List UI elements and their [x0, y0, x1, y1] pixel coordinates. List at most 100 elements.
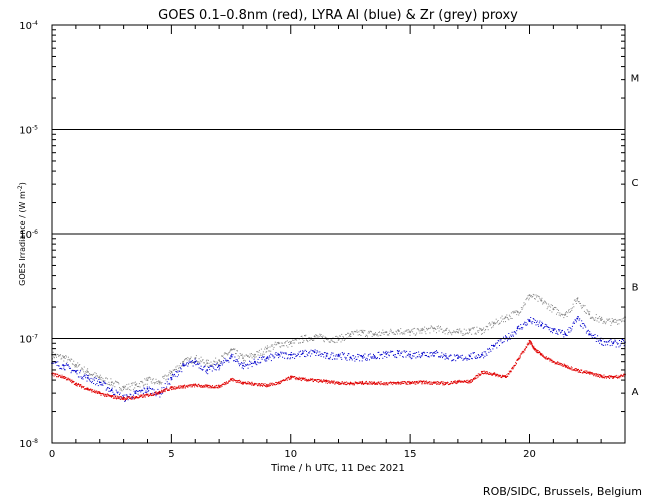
- data-dot-lyra_al: [558, 330, 560, 332]
- data-dot-goes: [193, 384, 195, 386]
- data-dot-lyra_zr: [524, 304, 526, 306]
- data-dot-lyra_al: [572, 322, 574, 324]
- data-point-goes: [600, 374, 602, 377]
- data-dot-lyra_al: [357, 353, 359, 355]
- data-dot-goes: [461, 380, 463, 382]
- data-dot-lyra_zr: [155, 378, 157, 380]
- data-dot-lyra_zr: [522, 307, 524, 309]
- data-dot-lyra_zr: [79, 364, 81, 365]
- data-dot-goes: [54, 373, 56, 375]
- data-dot-lyra_zr: [578, 301, 580, 302]
- data-dot-goes: [254, 384, 256, 386]
- data-dot-lyra_al: [432, 353, 433, 355]
- data-dot-lyra_al: [528, 320, 530, 322]
- data-dot-goes: [380, 381, 382, 383]
- data-dot-lyra_zr: [601, 318, 603, 320]
- data-dot-lyra_al: [117, 392, 118, 394]
- data-dot-lyra_al: [367, 355, 369, 357]
- data-dot-lyra_zr: [71, 363, 73, 365]
- data-point-goes: [373, 381, 376, 384]
- data-dot-lyra_al: [556, 330, 557, 332]
- data-dot-lyra_zr: [69, 359, 71, 361]
- data-dot-lyra_al: [536, 321, 538, 323]
- data-dot-lyra_al: [440, 356, 441, 358]
- data-dot-goes: [597, 376, 599, 377]
- data-dot-lyra_al: [457, 355, 459, 357]
- data-dot-goes: [593, 375, 595, 377]
- data-dot-lyra_al: [176, 371, 177, 373]
- data-dot-lyra_zr: [187, 357, 189, 359]
- data-dot-lyra_zr: [215, 357, 217, 359]
- data-dot-lyra_al: [81, 378, 83, 380]
- data-dot-goes: [331, 380, 333, 382]
- data-dot-lyra_al: [66, 364, 68, 366]
- data-dot-goes: [340, 383, 342, 385]
- data-dot-lyra_zr: [115, 381, 117, 383]
- data-dot-goes: [574, 368, 576, 370]
- data-dot-lyra_al: [310, 355, 311, 357]
- data-dot-goes: [453, 380, 455, 382]
- data-dot-goes: [376, 382, 378, 384]
- data-dot-lyra_al: [267, 356, 269, 358]
- data-dot-goes: [330, 382, 332, 383]
- data-point-goes: [457, 380, 459, 383]
- data-dot-lyra_al: [107, 387, 108, 389]
- data-dot-lyra_al: [563, 336, 565, 338]
- data-point-lyra_al: [612, 342, 614, 345]
- data-dot-goes: [257, 385, 259, 387]
- data-dot-lyra_zr: [97, 376, 99, 378]
- data-dot-goes: [483, 373, 485, 375]
- data-dot-goes: [221, 384, 223, 386]
- data-point-lyra_al: [480, 353, 483, 356]
- data-dot-goes: [428, 383, 430, 385]
- data-dot-lyra_zr: [211, 364, 213, 366]
- data-dot-lyra_zr: [300, 336, 302, 337]
- data-dot-lyra_al: [308, 352, 310, 354]
- data-dot-goes: [95, 391, 96, 393]
- data-dot-lyra_zr: [523, 302, 525, 304]
- data-dot-lyra_zr: [390, 328, 392, 330]
- data-dot-lyra_al: [479, 357, 481, 359]
- data-dot-lyra_al: [524, 324, 526, 326]
- data-dot-lyra_zr: [591, 316, 593, 318]
- data-dot-lyra_al: [260, 357, 262, 359]
- data-dot-goes: [161, 390, 163, 392]
- data-dot-lyra_zr: [81, 368, 83, 370]
- data-dot-goes: [280, 381, 282, 383]
- data-dot-lyra_zr: [215, 364, 217, 366]
- data-dot-goes: [105, 393, 107, 395]
- data-dot-lyra_zr: [367, 332, 369, 334]
- data-dot-lyra_al: [304, 349, 306, 351]
- data-dot-lyra_zr: [617, 323, 618, 325]
- data-dot-goes: [573, 369, 575, 371]
- data-dot-lyra_al: [246, 364, 248, 366]
- data-dot-lyra_al: [78, 376, 80, 378]
- data-dot-lyra_al: [180, 367, 181, 369]
- data-dot-lyra_zr: [330, 339, 332, 341]
- data-dot-goes: [345, 384, 347, 386]
- data-dot-goes: [218, 384, 220, 386]
- data-dot-lyra_al: [511, 331, 513, 333]
- data-dot-lyra_zr: [594, 319, 596, 321]
- data-dot-lyra_al: [167, 383, 169, 385]
- data-dot-goes: [274, 384, 276, 386]
- data-dot-goes: [237, 381, 239, 383]
- data-dot-goes: [337, 382, 339, 384]
- data-dot-goes: [114, 396, 116, 398]
- data-dot-goes: [414, 383, 416, 385]
- data-dot-goes: [432, 382, 434, 384]
- data-dot-lyra_zr: [317, 335, 319, 337]
- data-dot-goes: [523, 348, 525, 350]
- data-dot-goes: [144, 396, 146, 398]
- data-dot-lyra_al: [388, 354, 390, 356]
- data-point-goes: [576, 369, 579, 371]
- data-point-lyra_zr: [385, 331, 388, 334]
- flare-class-lines: [52, 129, 625, 339]
- data-dot-lyra_zr: [305, 334, 307, 336]
- data-dot-lyra_al: [593, 335, 595, 336]
- data-dot-lyra_al: [412, 353, 414, 354]
- data-dot-lyra_al: [482, 354, 484, 356]
- data-dot-goes: [120, 398, 122, 400]
- data-dot-goes: [57, 376, 59, 378]
- data-dot-goes: [443, 383, 445, 385]
